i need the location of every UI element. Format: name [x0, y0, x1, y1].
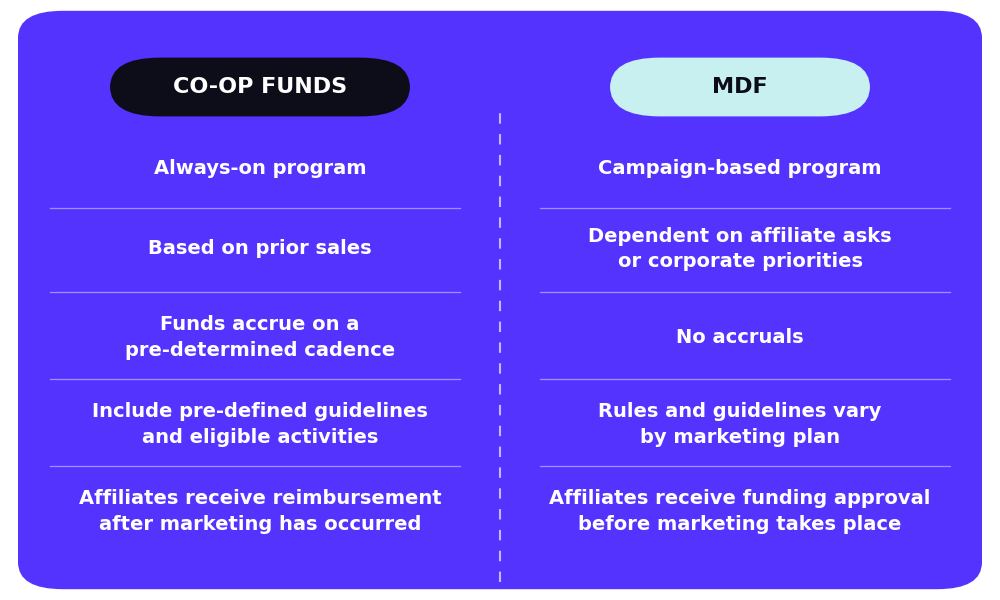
Text: Include pre-defined guidelines
and eligible activities: Include pre-defined guidelines and eligi… [92, 402, 428, 446]
Text: Funds accrue on a
pre-determined cadence: Funds accrue on a pre-determined cadence [125, 315, 395, 359]
Text: Dependent on affiliate asks
or corporate priorities: Dependent on affiliate asks or corporate… [588, 227, 892, 271]
Text: CO-OP FUNDS: CO-OP FUNDS [173, 77, 347, 97]
Text: MDF: MDF [712, 77, 768, 97]
FancyBboxPatch shape [110, 58, 410, 116]
Text: Rules and guidelines vary
by marketing plan: Rules and guidelines vary by marketing p… [598, 402, 882, 446]
FancyBboxPatch shape [610, 58, 870, 116]
FancyBboxPatch shape [18, 11, 982, 589]
Text: No accruals: No accruals [676, 328, 804, 347]
Text: Affiliates receive reimbursement
after marketing has occurred: Affiliates receive reimbursement after m… [79, 489, 441, 533]
Text: Campaign-based program: Campaign-based program [598, 158, 882, 178]
Text: Always-on program: Always-on program [154, 158, 366, 178]
Text: Affiliates receive funding approval
before marketing takes place: Affiliates receive funding approval befo… [549, 489, 931, 533]
Text: Based on prior sales: Based on prior sales [148, 239, 372, 259]
